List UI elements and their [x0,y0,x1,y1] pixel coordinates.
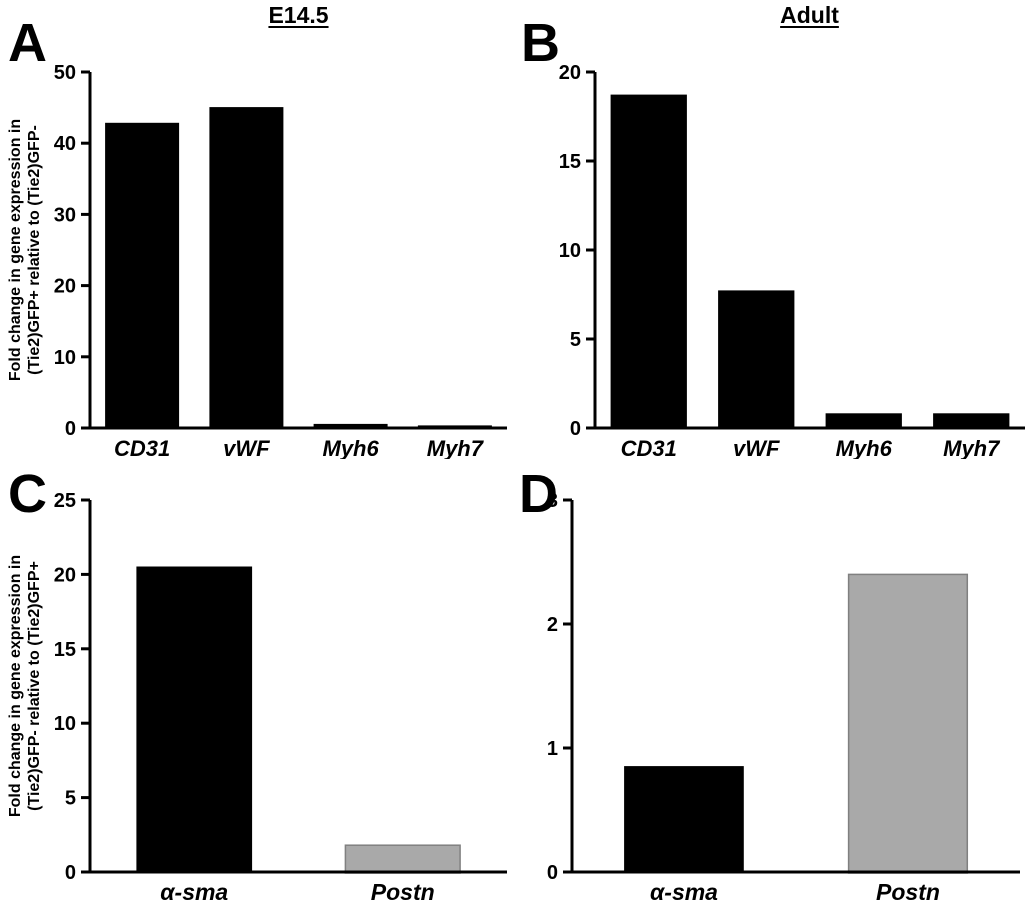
y-tick-label: 20 [559,62,581,84]
x-category-label-1: CD31 [621,436,677,459]
bar-chart-e14-5: 0 10 20 30 40 50 CD31 vWF Myh6 Myh7 [54,62,507,459]
y-tick-label: 10 [559,240,581,262]
y-tick-label: 50 [54,62,76,84]
y-tick-label: 15 [559,151,581,173]
y-tick-label: 30 [54,204,76,226]
x-category-label-2: Postn [371,879,435,905]
x-category-label-1: α-sma [160,879,228,905]
x-category-label-4: Myh7 [427,436,485,459]
panel-letter-c: C [8,464,47,524]
bar-chart-adult: 0 5 10 15 20 CD31 vWF Myh6 Myh7 [559,62,1025,459]
bar-α-sma [624,766,744,874]
y-tick-label: 1 [547,738,558,760]
bar-Postn [344,844,461,874]
y-tick-label: 5 [570,329,581,351]
bar-vWF [718,290,795,430]
bar-chart-asma-postn-adult: 0 1 2 3 α-sma Postn [547,490,1020,905]
x-category-label-2: vWF [733,436,780,459]
x-category-label-3: Myh6 [323,436,380,459]
y-tick-label: 10 [54,347,76,369]
panel-title-e14-5: E14.5 [268,2,329,28]
y-tick-label: 15 [54,639,76,661]
y-tick-label: 0 [570,418,581,440]
y-tick-label: 0 [65,418,76,440]
y-tick-label: 3 [547,490,558,512]
y-tick-label: 2 [547,614,558,636]
bar-chart-asma-postn-embryo: 0 5 10 15 20 25 α-sma Postn [54,490,507,905]
bar-α-sma [136,566,253,874]
panel-letter-b: B [521,13,560,73]
bar-CD31 [105,122,180,430]
x-category-label-2: Postn [876,879,940,905]
panel-a-e14-5: A E14.5 Fold change in gene expression i… [0,0,517,459]
panel-c: C Fold change in gene expression in (Tie… [0,459,517,918]
y-tick-label: 40 [54,133,76,155]
y-tick-label: 20 [54,276,76,298]
y-tick-label: 20 [54,564,76,586]
y-tick-label: 25 [54,490,76,512]
bar-CD31 [610,94,687,430]
x-category-label-1: CD31 [114,436,170,459]
y-tick-label: 0 [547,862,558,884]
bar-Postn [847,573,969,874]
y-tick-label: 10 [54,713,76,735]
bar-vWF [209,107,284,430]
y-tick-label: 5 [65,788,76,810]
x-category-label-2: vWF [223,436,270,459]
x-category-label-1: α-sma [650,879,718,905]
panel-letter-a: A [8,13,47,73]
x-category-label-4: Myh7 [943,436,1001,459]
panel-letter-d: D [519,464,558,524]
x-category-label-3: Myh6 [836,436,893,459]
panel-d: D 0 1 2 3 α-sma Postn [517,459,1035,918]
panel-title-adult: Adult [780,2,839,28]
y-tick-label: 0 [65,862,76,884]
panel-b-adult: B Adult 0 5 10 15 20 CD31 vWF Myh6 Myh7 [517,0,1035,459]
